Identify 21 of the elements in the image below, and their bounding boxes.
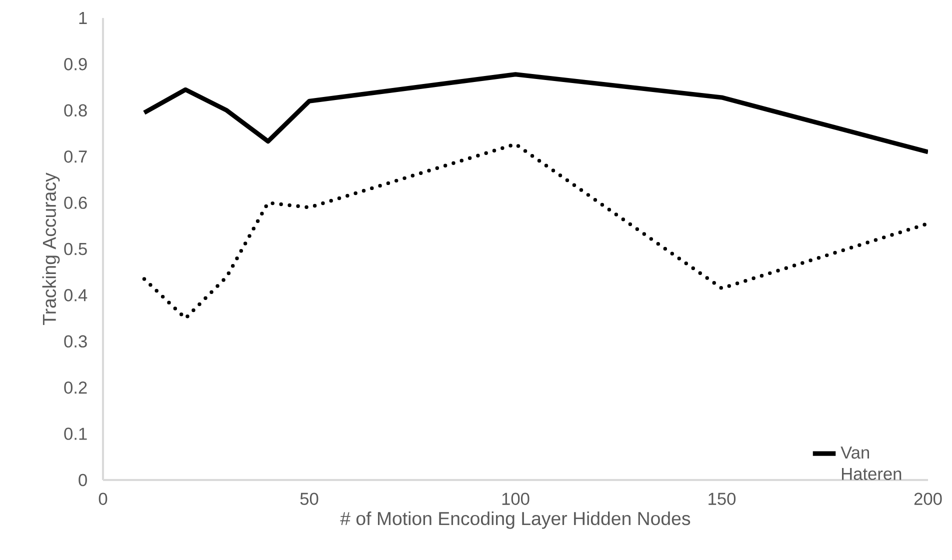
y-tick-label: 0.6: [64, 196, 87, 209]
x-tick-label: 200: [914, 492, 942, 505]
x-tick-label: 50: [300, 492, 318, 505]
y-tick-label: 0.7: [64, 150, 87, 163]
legend-label: Van Hateren: [840, 446, 902, 480]
y-axis-title: Tracking Accuracy: [42, 172, 60, 325]
y-tick-label: 0.1: [64, 428, 87, 440]
y-tick-label: 0.5: [64, 242, 87, 256]
x-tick-label: 0: [98, 492, 108, 505]
y-tick-label: 0.3: [64, 335, 87, 348]
y-tick-label: 0.2: [64, 381, 87, 394]
y-tick-label: 0.8: [64, 104, 87, 117]
y-tick-label: 0.4: [64, 289, 88, 302]
y-tick-label: 1: [79, 12, 87, 24]
y-tick-label: 0: [78, 474, 87, 486]
line-series: [142, 142, 928, 320]
line-series: [142, 72, 928, 154]
y-tick-label: 0.9: [64, 58, 87, 70]
x-axis-title: # of Motion Encoding Layer Hidden Nodes: [340, 511, 690, 529]
x-tick-label: 150: [708, 492, 736, 505]
x-tick-label: 100: [502, 492, 530, 505]
